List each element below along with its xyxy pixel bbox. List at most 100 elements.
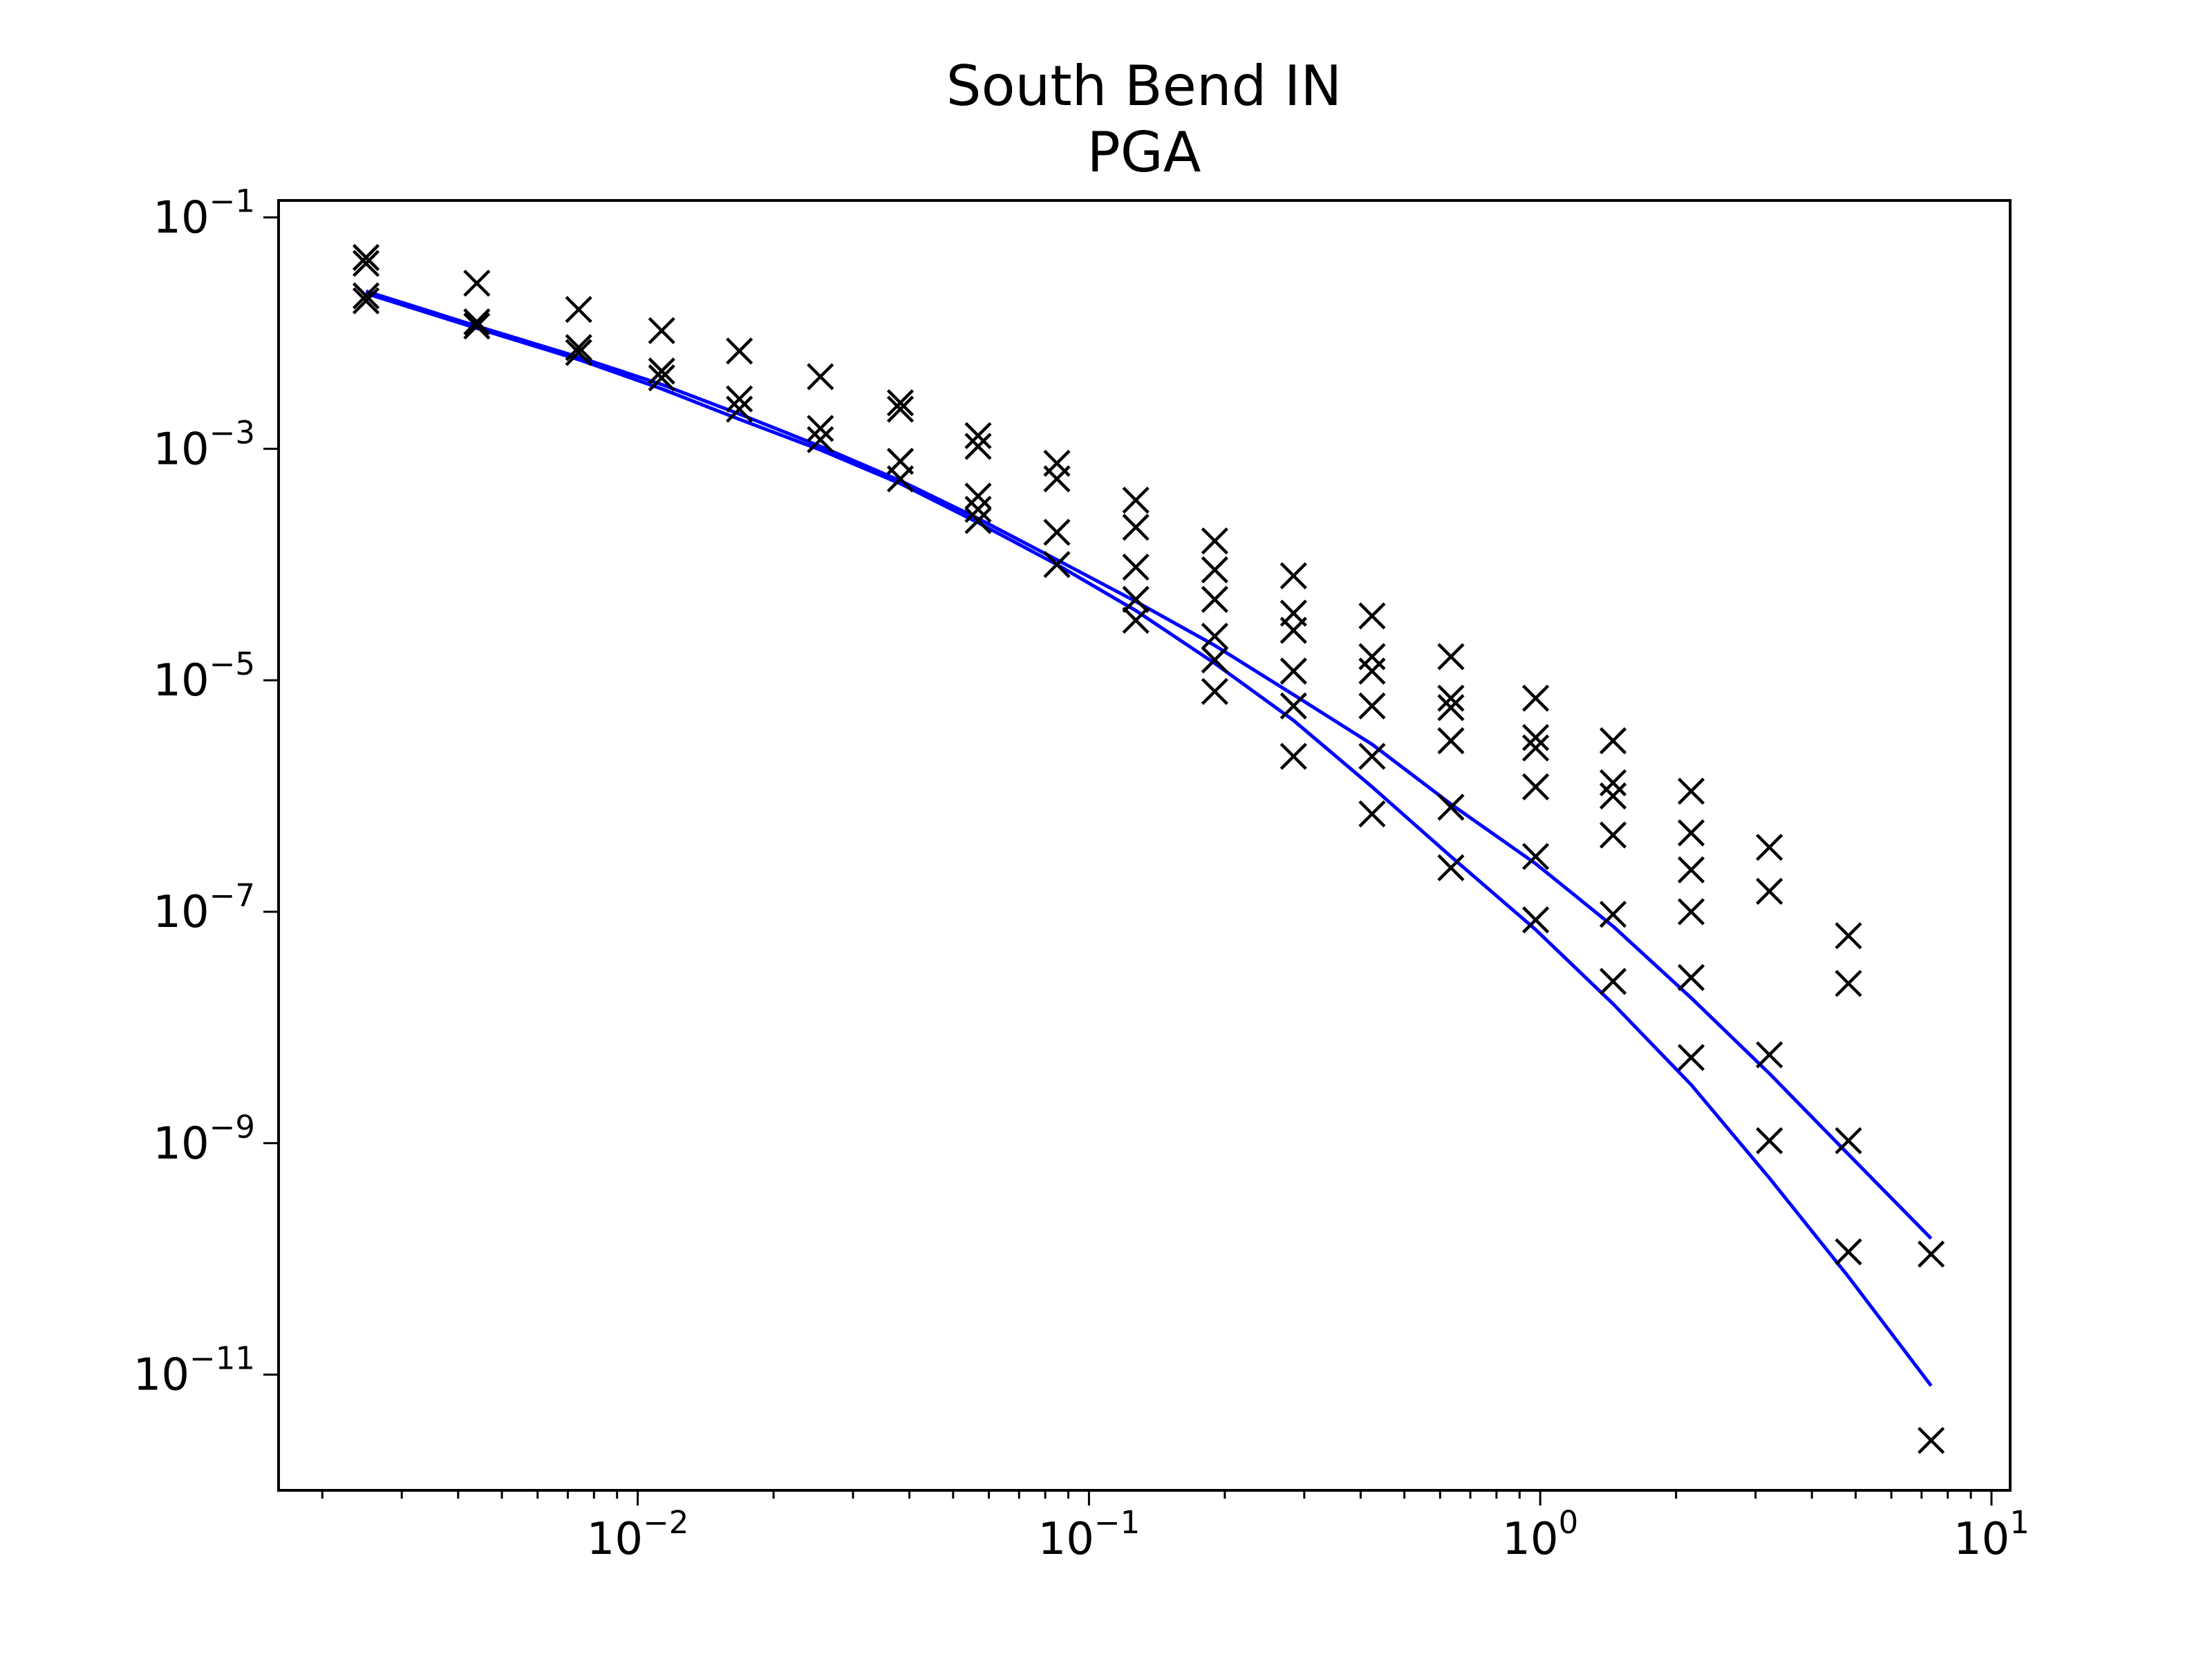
data-point (463, 270, 491, 297)
data-point (1201, 556, 1228, 583)
data-point (1358, 692, 1386, 720)
data-point (964, 433, 992, 460)
data-point (1122, 514, 1150, 541)
data-point (1358, 657, 1386, 685)
data-point (1437, 643, 1465, 671)
data-point (1437, 727, 1465, 755)
data-point (1280, 562, 1307, 590)
data-point (1201, 527, 1228, 555)
data-point (1756, 1127, 1783, 1154)
data-point (1599, 769, 1627, 797)
data-point (1677, 898, 1705, 926)
data-point (1521, 724, 1550, 751)
data-point (807, 363, 834, 391)
data-point (807, 415, 834, 442)
data-point (352, 250, 380, 277)
data-point (1677, 856, 1705, 883)
data-point (1437, 794, 1465, 821)
x-tick-label: 101 (1953, 1504, 2030, 1565)
data-point (726, 395, 753, 423)
data-point (1835, 922, 1862, 950)
data-point (1201, 677, 1228, 705)
data-point (463, 308, 491, 336)
data-point (1918, 1427, 1945, 1454)
data-point (1835, 970, 1862, 997)
data-point (1677, 819, 1705, 847)
data-point (1358, 602, 1386, 630)
data-point (1280, 657, 1307, 685)
x-tick-label: 10−2 (587, 1504, 689, 1565)
data-point (1599, 901, 1627, 928)
data-point (1677, 1044, 1705, 1071)
y-tick-label: 10−1 (153, 182, 255, 243)
data-point (1122, 553, 1150, 581)
data-point (1122, 606, 1150, 634)
data-point (565, 296, 592, 324)
data-point (352, 243, 380, 272)
data-point (1756, 877, 1783, 906)
x-tick-label: 10−1 (1038, 1504, 1140, 1565)
data-point (1599, 821, 1627, 849)
x-tick-label: 100 (1502, 1504, 1578, 1565)
data-point (1521, 843, 1550, 870)
fit-line (365, 292, 1933, 1387)
y-axis-ticks: 10−1 10−3 10−5 10−7 10−9 10−11 (133, 182, 279, 1401)
chart-title: South Bend IN (946, 54, 1342, 118)
data-point (1043, 465, 1071, 493)
data-point (886, 389, 915, 417)
data-point (352, 287, 380, 315)
data-point (964, 496, 992, 523)
data-point (1437, 684, 1465, 712)
data-point (964, 422, 992, 449)
data-point (1599, 727, 1627, 755)
data-point (463, 312, 491, 340)
data-point (1280, 692, 1307, 720)
data-point (648, 364, 675, 392)
y-tick-label: 10−7 (153, 877, 255, 938)
data-point (1280, 617, 1307, 644)
data-point (726, 385, 753, 413)
data-point (1437, 854, 1465, 881)
data-point (964, 507, 992, 534)
data-point (648, 357, 675, 385)
x-axis-ticks: 10−2 10−1 100 101 (587, 1490, 2030, 1565)
data-point (565, 334, 592, 362)
data-point (1201, 622, 1228, 650)
data-point (1043, 551, 1071, 579)
data-point (1521, 906, 1550, 934)
data-point (1835, 1238, 1862, 1266)
data-point (964, 482, 992, 510)
data-point (1521, 773, 1550, 800)
data-point (1122, 486, 1150, 514)
data-point (886, 465, 915, 493)
data-point (726, 337, 753, 365)
y-tick-label: 10−5 (153, 646, 255, 706)
y-tick-label: 10−9 (153, 1109, 255, 1170)
data-point (1756, 834, 1783, 861)
data-point (1599, 968, 1627, 995)
data-point (1437, 694, 1465, 722)
data-point (565, 339, 592, 366)
data-point (1201, 646, 1228, 674)
data-point (1677, 778, 1705, 805)
data-point (1521, 684, 1550, 712)
data-points (352, 243, 1945, 1454)
y-tick-label: 10−3 (153, 414, 255, 475)
data-point (1521, 734, 1550, 762)
y-tick-label: 10−11 (133, 1340, 255, 1401)
plot-frame (277, 199, 2012, 1492)
data-point (1358, 742, 1386, 770)
data-point (1122, 585, 1150, 613)
data-point (1280, 742, 1307, 770)
data-point (1201, 585, 1228, 613)
data-point (886, 395, 915, 423)
data-point (807, 426, 834, 453)
data-point (1756, 1041, 1783, 1069)
data-point (648, 317, 675, 344)
data-point (1043, 518, 1071, 546)
data-point (352, 282, 380, 310)
data-point (1835, 1127, 1862, 1154)
data-point (1918, 1240, 1945, 1268)
